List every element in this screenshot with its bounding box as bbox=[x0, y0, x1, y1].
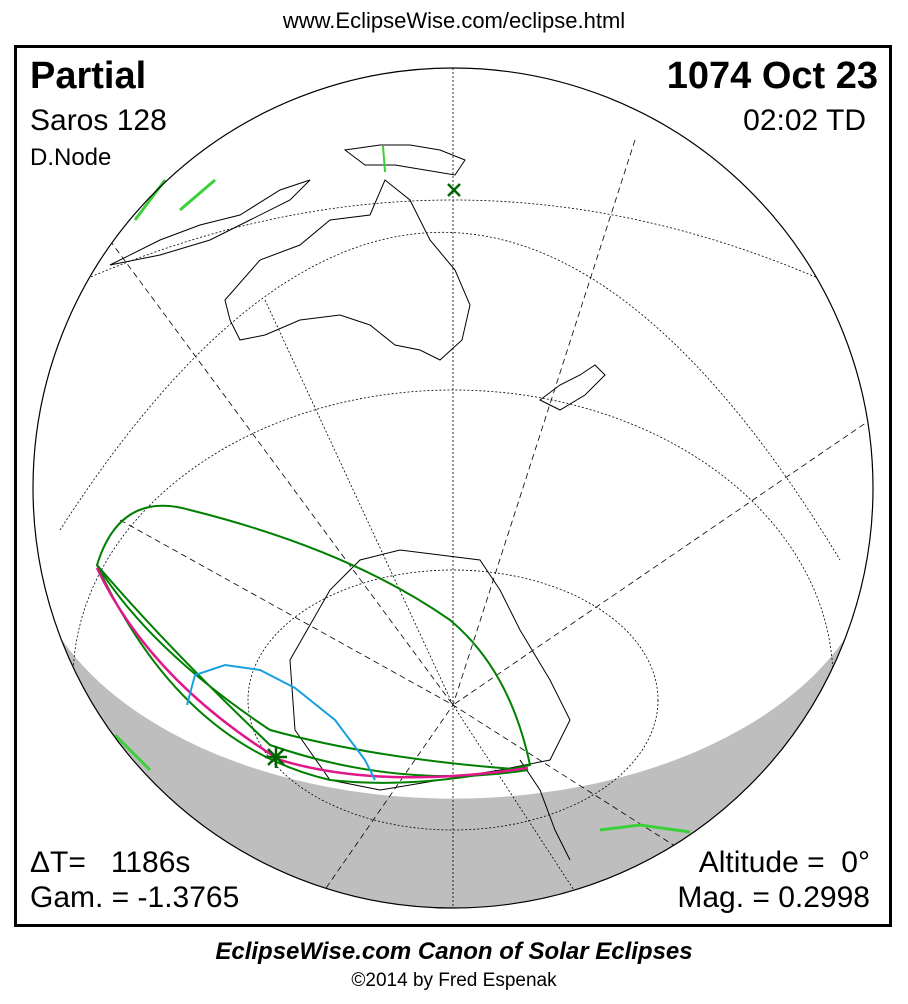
gamma: Gam. = -1.3765 bbox=[30, 881, 240, 914]
altitude: Altitude = 0° bbox=[698, 846, 870, 879]
penumbral-limit-outer bbox=[95, 504, 532, 784]
sunrise-sunset-curve bbox=[186, 663, 376, 781]
graticule bbox=[39, 68, 871, 908]
source-url: www.EclipseWise.com/eclipse.html bbox=[282, 8, 626, 33]
eclipse-date: 1074 Oct 23 bbox=[666, 55, 878, 97]
magnitude: Mag. = 0.2998 bbox=[677, 881, 870, 914]
greatest-eclipse-meridian bbox=[382, 145, 386, 173]
south-america bbox=[519, 759, 571, 861]
penumbral-limit-inner bbox=[96, 564, 529, 778]
map-frame bbox=[14, 45, 892, 927]
eclipse-time: 02:02 TD bbox=[743, 104, 866, 137]
antarctica bbox=[289, 549, 571, 791]
land-highlights bbox=[113, 178, 691, 834]
greatest-eclipse-star-icon bbox=[265, 746, 287, 768]
new-zealand bbox=[539, 364, 606, 411]
saros-number: Saros 128 bbox=[30, 104, 167, 137]
x-marker-icon bbox=[447, 183, 461, 197]
australia bbox=[224, 179, 471, 361]
coastlines bbox=[109, 144, 606, 861]
node-label: D.Node bbox=[30, 144, 112, 171]
globe-outline bbox=[32, 67, 874, 909]
delta-t: ΔT= 1186s bbox=[30, 846, 191, 879]
eclipse-type: Partial bbox=[30, 55, 147, 97]
copyright: ©2014 by Fred Espenak bbox=[351, 970, 557, 991]
new-guinea bbox=[343, 144, 466, 176]
eclipse-curves bbox=[95, 504, 532, 784]
indonesia bbox=[109, 179, 311, 266]
canon-title: EclipseWise.com Canon of Solar Eclipses bbox=[215, 938, 693, 965]
